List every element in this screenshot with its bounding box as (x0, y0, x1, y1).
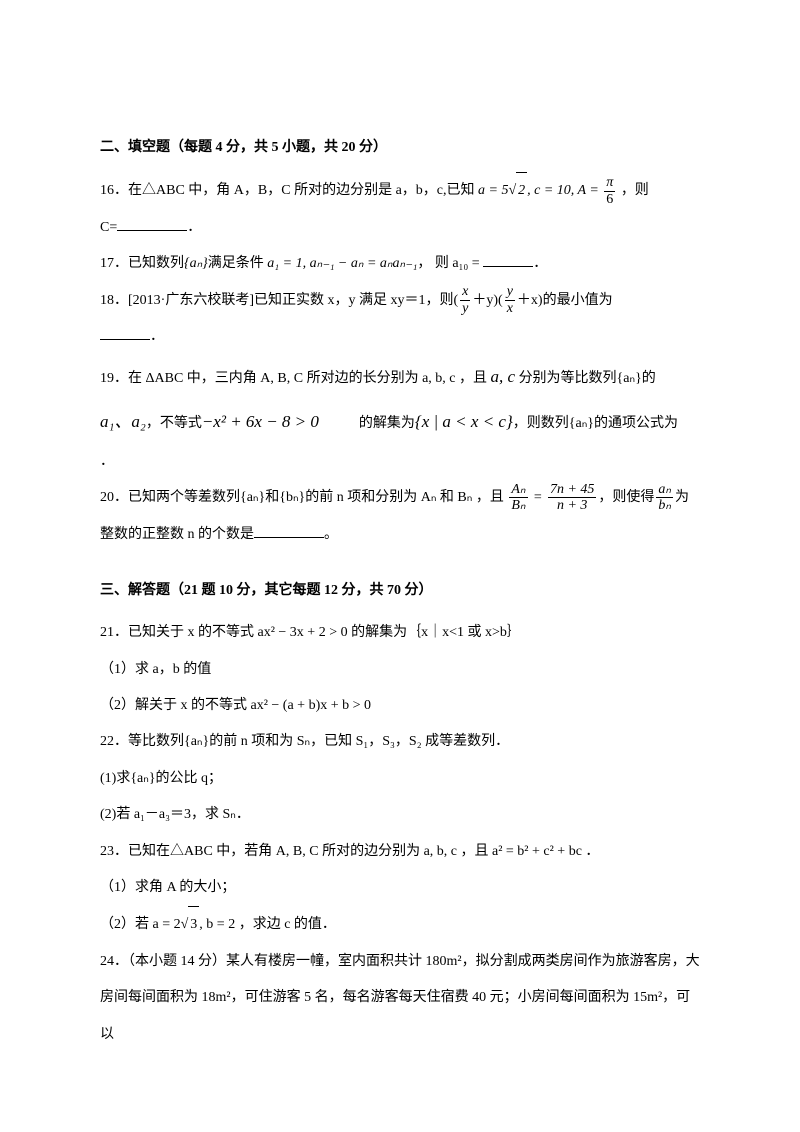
q23-2b: , b = 2 ，求边 c 的值． (199, 917, 336, 932)
q19-text-a: 19．在 ΔABC 中，三内角 A, B, C 所对边的长分别为 a, b, c… (100, 371, 491, 386)
question-21: 21．已知关于 x 的不等式 ax² − 3x + 2 > 0 的解集为｛x｜x… (100, 615, 700, 724)
question-22: 22．等比数列{aₙ}的前 n 项和为 Sₙ，已知 S₁，S₃，S₂ 成等差数列… (100, 724, 700, 833)
q16-text-c: C= (100, 220, 117, 235)
q19-text-f: ，则数列{aₙ}的通项公式为 (513, 416, 678, 431)
q16-text-b: ，则 (621, 183, 649, 198)
question-24: 24．（本小题 14 分）某人有楼房一幢，室内面积共计 180m²，拟分割成两类… (100, 944, 700, 1053)
q18-text-c: ＋x)的最小值为 (517, 293, 613, 308)
q16-eq1: a = 5 (478, 183, 508, 198)
sqrt-icon: √3 (181, 906, 200, 943)
fraction: xy (460, 284, 470, 316)
fraction: yx (505, 284, 515, 316)
q20-text-d: 整数的正整数 n 的个数是 (100, 527, 254, 542)
question-20: 20．已知两个等差数列{aₙ}和{bₙ}的前 n 项和分别为 Aₙ 和 Bₙ ，… (100, 480, 700, 553)
q17-text-b: 满足条件 (208, 256, 268, 271)
q23-2a: （2）若 a = 2 (100, 917, 181, 932)
q19-text-e: 的解集为 (359, 416, 415, 431)
sqrt-icon: √2 (508, 172, 527, 209)
section-2-title: 二、填空题（每题 4 分，共 5 小题，共 20 分） (100, 130, 700, 166)
q17-text-a: 17．已知数列 (100, 256, 184, 271)
q20-eq: = (530, 490, 546, 505)
q16-text-a: 16．在△ABC 中，角 A，B，C 所对的边分别是 a，b，c,已知 (100, 183, 478, 198)
q20-text-b: ，则使得 (598, 490, 654, 505)
question-16: 16．在△ABC 中，角 A，B，C 所对的边分别是 a，b，c,已知 a = … (100, 172, 700, 246)
q19-text-b: 分别为等比数列{aₙ}的 (515, 371, 656, 386)
q20-text-e: 。 (324, 527, 338, 542)
q24-b: 房间每间面积为 18m²，可住游客 5 名，每名游客每天住宿费 40 元；小房间… (100, 990, 690, 1041)
q22-a: 22．等比数列{aₙ}的前 n 项和为 Sₙ，已知 S₁，S₃，S₂ 成等差数列… (100, 734, 509, 749)
q19-eq: −x² + 6x − 8 > 0 (202, 412, 319, 431)
q23-1: （1）求角 A 的大小； (100, 880, 235, 895)
q17-seq: {aₙ} (184, 256, 208, 271)
q21-1: （1）求 a，b 的值 (100, 662, 211, 677)
q16-eq2: , c = 10, A = (527, 183, 599, 198)
q24-a: 24．（本小题 14 分）某人有楼房一幢，室内面积共计 180m²，拟分割成两类… (100, 954, 700, 969)
q18-text-d: ． (150, 329, 164, 344)
q17-eq: a₁ = 1, aₙ₋₁ − aₙ = aₙaₙ₋₁ (267, 256, 417, 271)
question-23: 23．已知在△ABC 中，若角 A, B, C 所对的边分别为 a, b, c … (100, 834, 700, 944)
q17-text-d: ． (533, 256, 547, 271)
q20-text-c: 为 (675, 490, 689, 505)
fill-blank (100, 325, 150, 340)
fill-blank (117, 216, 187, 231)
question-18: 18．[2013·广东六校联考]已知正实数 x，y 满足 xy＝1，则(xy＋y… (100, 283, 700, 356)
q22-1: (1)求{aₙ}的公比 q； (100, 771, 222, 786)
fraction: AₙBₙ (509, 482, 527, 514)
question-17: 17．已知数列{aₙ}满足条件 a₁ = 1, aₙ₋₁ − aₙ = aₙaₙ… (100, 246, 700, 282)
q23-a: 23．已知在△ABC 中，若角 A, B, C 所对的边分别为 a, b, c … (100, 844, 599, 859)
q18-text-a: 18．[2013·广东六校联考]已知正实数 x，y 满足 xy＝1，则( (100, 293, 458, 308)
fraction: 7n + 45n + 3 (548, 482, 596, 514)
q16-text-d: ． (187, 220, 201, 235)
q18-text-b: ＋y)( (472, 293, 502, 308)
section-3-title: 三、解答题（21 题 10 分，其它每题 12 分，共 70 分） (100, 573, 700, 609)
fill-blank (483, 252, 533, 267)
q19-c: a₁、a₂ (100, 412, 146, 431)
fraction: π6 (604, 175, 615, 207)
q21-a: 21．已知关于 x 的不等式 ax² − 3x + 2 > 0 的解集为｛x｜x… (100, 625, 521, 640)
q19-text-d: ，不等式 (146, 416, 202, 431)
question-19: 19．在 ΔABC 中，三内角 A, B, C 所对边的长分别为 a, b, c… (100, 355, 700, 480)
q19-text-g: ． (100, 454, 114, 469)
fill-blank (254, 523, 324, 538)
q21-2: （2）解关于 x 的不等式 ax² − (a + b)x + b > 0 (100, 698, 371, 713)
q20-text-a: 20．已知两个等差数列{aₙ}和{bₙ}的前 n 项和分别为 Aₙ 和 Bₙ ，… (100, 490, 507, 505)
q19-ac: a, c (491, 367, 516, 386)
q19-set: {x | a < x < c} (415, 412, 513, 431)
q22-2: (2)若 a₁－a₃＝3，求 Sₙ． (100, 807, 250, 822)
q17-text-c: ， 则 a₁₀ = (417, 256, 483, 271)
fraction: aₙbₙ (656, 482, 673, 514)
